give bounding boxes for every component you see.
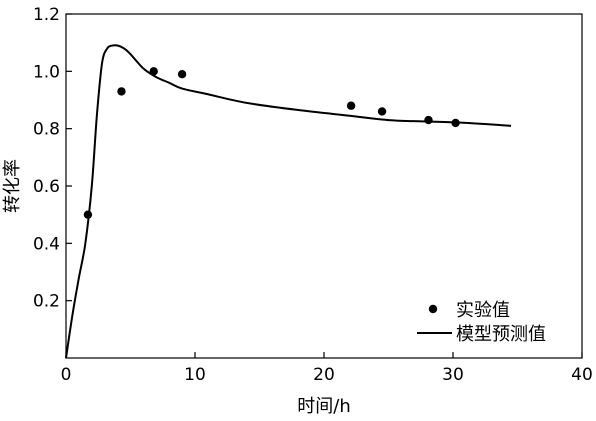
- x-tick-label-0: 0: [61, 365, 72, 385]
- y-axis-title: 转化率: [2, 159, 23, 213]
- y-tick-label-5: 1.2: [33, 5, 60, 25]
- experimental-point-2: [149, 67, 158, 76]
- y-tick-label-3: 0.8: [33, 120, 60, 140]
- y-tick-label-2: 0.6: [33, 177, 60, 197]
- experimental-point-5: [377, 107, 387, 116]
- y-tick-label-0: 0.2: [33, 292, 60, 312]
- experimental-point-1: [117, 87, 126, 96]
- x-tick-label-4: 40: [571, 365, 593, 385]
- legend-marker-experimental: [428, 304, 438, 314]
- experimental-point-3: [177, 70, 187, 79]
- y-tick-label-4: 1.0: [33, 62, 60, 82]
- series-layer: [65, 44, 512, 359]
- legend-label-model: 模型预测值: [456, 324, 546, 345]
- x-axis-title: 时间/h: [297, 396, 350, 417]
- x-tick-label-3: 30: [442, 365, 464, 385]
- model-prediction-line: [65, 44, 512, 359]
- x-tick-label-1: 10: [184, 365, 206, 385]
- experimental-point-0: [83, 210, 93, 219]
- legend: 实验值 模型预测值: [417, 300, 546, 345]
- experimental-point-7: [451, 118, 460, 128]
- experimental-point-6: [424, 115, 433, 125]
- x-tick-label-2: 20: [313, 365, 335, 385]
- legend-label-experimental: 实验值: [456, 300, 510, 321]
- axis-tick-labels: 0 10 20 30 40 0.2 0.4 0.6 0.8 1.0 1.2: [33, 5, 593, 385]
- experimental-point-4: [346, 101, 356, 110]
- y-tick-label-1: 0.4: [33, 234, 60, 254]
